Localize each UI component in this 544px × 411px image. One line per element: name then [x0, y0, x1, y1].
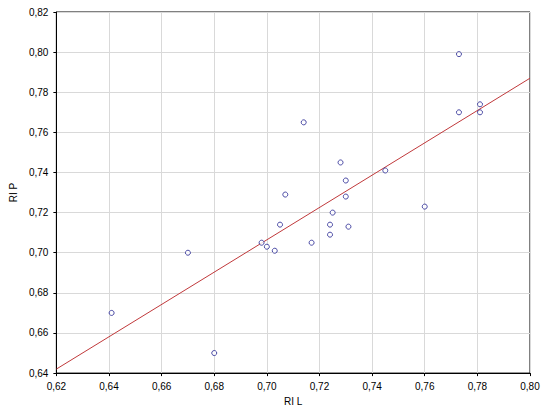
- svg-text:0,64: 0,64: [99, 381, 119, 392]
- svg-text:0,78: 0,78: [29, 87, 49, 98]
- svg-text:0,70: 0,70: [29, 247, 49, 258]
- svg-text:RI P: RI P: [8, 182, 19, 202]
- svg-text:0,80: 0,80: [520, 381, 540, 392]
- svg-text:0,76: 0,76: [415, 381, 435, 392]
- svg-text:0,62: 0,62: [47, 381, 67, 392]
- svg-text:0,66: 0,66: [152, 381, 172, 392]
- svg-text:0,72: 0,72: [310, 381, 330, 392]
- svg-text:0,74: 0,74: [362, 381, 382, 392]
- svg-text:0,68: 0,68: [205, 381, 225, 392]
- svg-text:0,72: 0,72: [29, 207, 49, 218]
- svg-text:0,78: 0,78: [468, 381, 488, 392]
- svg-text:0,68: 0,68: [29, 287, 49, 298]
- svg-text:RI L: RI L: [284, 396, 303, 407]
- svg-text:0,74: 0,74: [29, 167, 49, 178]
- svg-text:0,70: 0,70: [257, 381, 277, 392]
- svg-text:0,80: 0,80: [29, 47, 49, 58]
- svg-text:0,66: 0,66: [29, 327, 49, 338]
- svg-text:0,82: 0,82: [29, 7, 49, 18]
- svg-text:0,76: 0,76: [29, 127, 49, 138]
- svg-text:0,64: 0,64: [29, 368, 49, 379]
